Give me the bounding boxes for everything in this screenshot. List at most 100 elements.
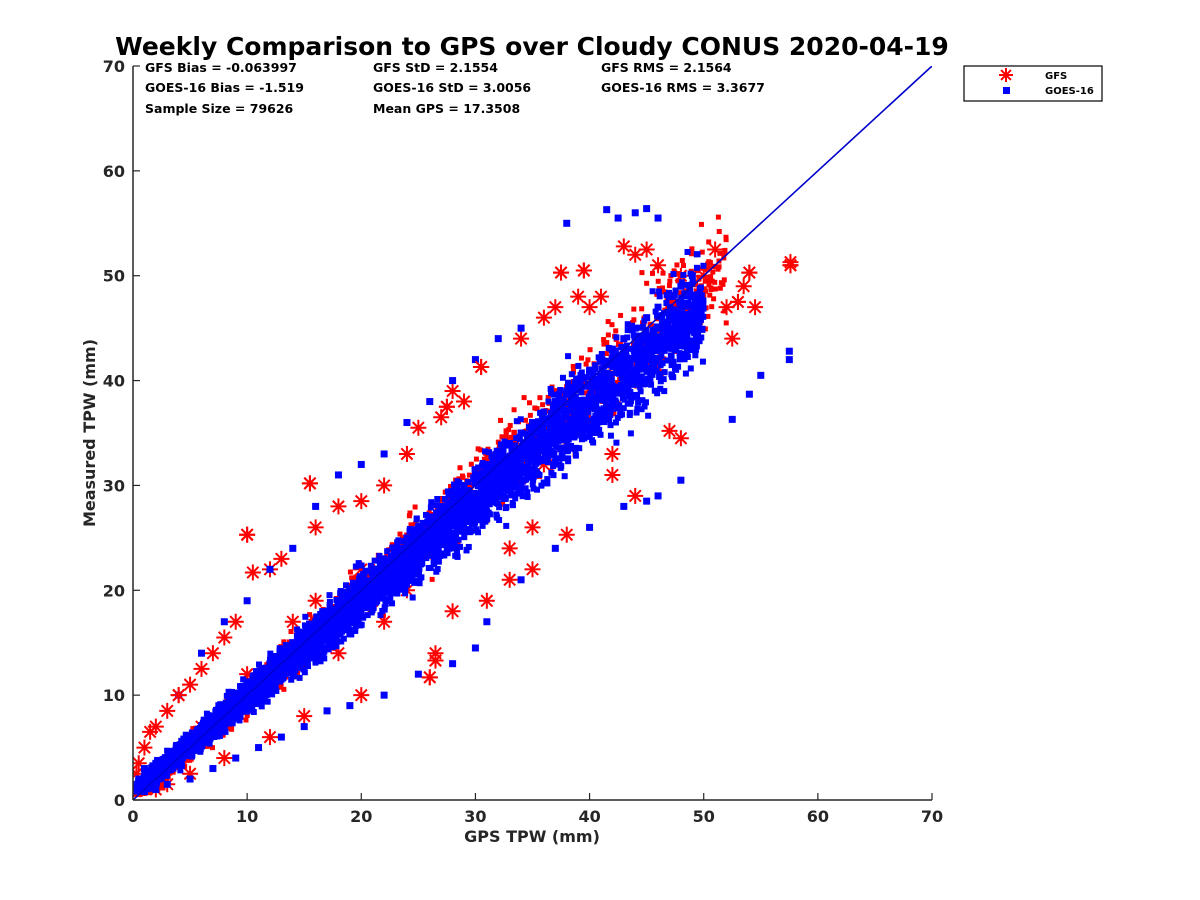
goes-cloud-point bbox=[529, 481, 536, 488]
goes-cloud-point bbox=[572, 452, 579, 459]
goes-cloud-point bbox=[510, 472, 517, 479]
gfs-point bbox=[615, 238, 632, 255]
goes-cloud-point bbox=[460, 488, 467, 495]
goes-cloud-point bbox=[692, 352, 699, 359]
goes-cloud-point bbox=[409, 529, 416, 536]
gfs-point bbox=[159, 702, 176, 719]
goes-cloud-point bbox=[148, 764, 155, 771]
gfs-point bbox=[650, 257, 667, 274]
gfs-cloud-point bbox=[481, 456, 487, 462]
gfs-cloud-point bbox=[611, 411, 617, 417]
goes-cloud-point bbox=[512, 465, 519, 472]
gfs-point bbox=[227, 613, 244, 630]
goes-cloud-point bbox=[608, 355, 615, 362]
gfs-cloud-point bbox=[712, 286, 718, 292]
goes-cloud-point bbox=[606, 416, 613, 423]
gfs-point bbox=[501, 571, 518, 588]
goes-cloud-point bbox=[696, 338, 703, 345]
goes-cloud-point bbox=[394, 584, 401, 591]
goes-cloud-point bbox=[564, 400, 571, 407]
goes-cloud-point bbox=[325, 635, 332, 642]
goes-cloud-point bbox=[431, 555, 438, 562]
gfs-cloud-point bbox=[644, 280, 650, 286]
gfs-point bbox=[182, 676, 199, 693]
gfs-cloud-point bbox=[439, 497, 445, 503]
gfs-cloud-point bbox=[649, 323, 655, 329]
goes-cloud-point bbox=[462, 528, 469, 535]
goes-cloud-point bbox=[424, 519, 431, 526]
goes-cloud-point bbox=[639, 378, 646, 385]
gfs-point bbox=[478, 592, 495, 609]
goes-cloud-point bbox=[624, 327, 631, 334]
goes-cloud-point bbox=[314, 649, 321, 656]
goes-cloud-point bbox=[637, 388, 644, 395]
gfs-cloud-point bbox=[412, 504, 418, 510]
goes-cloud-point bbox=[387, 553, 394, 560]
goes-cloud-point bbox=[369, 607, 376, 614]
goes-cloud-point bbox=[557, 387, 564, 394]
goes-cloud-point bbox=[564, 379, 571, 386]
gfs-cloud-point bbox=[709, 304, 715, 310]
goes-cloud-point bbox=[325, 640, 332, 647]
goes-cloud-point bbox=[308, 652, 315, 659]
goes-cloud-point bbox=[612, 419, 619, 426]
goes-cloud-point bbox=[402, 590, 409, 597]
goes-cloud-point bbox=[465, 479, 472, 486]
goes-cloud-point bbox=[618, 344, 625, 351]
gfs-cloud-point bbox=[455, 540, 461, 546]
gfs-cloud-point bbox=[712, 264, 718, 270]
goes-cloud-point bbox=[549, 440, 556, 447]
gfs-cloud-point bbox=[679, 258, 685, 264]
goes-cloud-point bbox=[267, 650, 274, 657]
gfs-cloud-point bbox=[693, 288, 699, 294]
goes-cloud-point bbox=[536, 430, 543, 437]
gfs-cloud-point bbox=[478, 447, 484, 453]
gfs-cloud-point bbox=[521, 395, 527, 401]
gfs-cloud-point bbox=[717, 285, 723, 291]
gfs-cloud-point bbox=[689, 246, 695, 252]
goes-cloud-point bbox=[671, 292, 678, 299]
goes-cloud-point bbox=[433, 502, 440, 509]
goes-cloud-point bbox=[203, 710, 210, 717]
gfs-cloud-point bbox=[503, 432, 509, 438]
goes-cloud-point bbox=[418, 574, 425, 581]
goes-cloud-point bbox=[243, 707, 250, 714]
gfs-cloud-point bbox=[707, 292, 713, 298]
goes-cloud-point bbox=[364, 612, 371, 619]
goes-cloud-point bbox=[455, 536, 462, 543]
gfs-cloud-point bbox=[688, 251, 694, 257]
goes-cloud-point bbox=[444, 488, 451, 495]
goes-cloud-point bbox=[634, 405, 641, 412]
goes-cloud-point bbox=[395, 537, 402, 544]
gfs-cloud-point bbox=[613, 328, 619, 334]
goes-cloud-point bbox=[590, 394, 597, 401]
goes-cloud-point bbox=[513, 418, 520, 425]
gfs-point bbox=[627, 246, 644, 263]
gfs-cloud-point bbox=[675, 278, 681, 284]
goes-cloud-point bbox=[375, 583, 382, 590]
gfs-cloud-point bbox=[457, 465, 463, 471]
goes-cloud-point bbox=[591, 377, 598, 384]
gfs-point bbox=[524, 561, 541, 578]
goes-cloud-point bbox=[349, 579, 356, 586]
goes-cloud-point bbox=[475, 464, 482, 471]
gfs-cloud-point bbox=[706, 239, 712, 245]
goes-cloud-point bbox=[610, 390, 617, 397]
goes-cloud-point bbox=[670, 358, 677, 365]
goes-cloud-point bbox=[428, 499, 435, 506]
goes-cloud-point bbox=[684, 303, 691, 310]
goes-cloud-point bbox=[663, 300, 670, 307]
goes-cloud-point bbox=[377, 612, 384, 619]
gfs-cloud-point bbox=[400, 535, 406, 541]
goes-cloud-point bbox=[179, 762, 186, 769]
gfs-cloud-point bbox=[706, 282, 712, 288]
chart-title: Weekly Comparison to GPS over Cloudy CON… bbox=[115, 32, 949, 61]
goes-cloud-point bbox=[402, 585, 409, 592]
gfs-cloud-point bbox=[605, 332, 611, 338]
gfs-cloud-point bbox=[609, 322, 615, 328]
gfs-cloud-point bbox=[475, 468, 481, 474]
gfs-cloud-point bbox=[460, 474, 466, 480]
gfs-cloud-point bbox=[503, 428, 509, 434]
gfs-cloud-point bbox=[185, 757, 191, 763]
gfs-cloud-point bbox=[347, 569, 353, 575]
